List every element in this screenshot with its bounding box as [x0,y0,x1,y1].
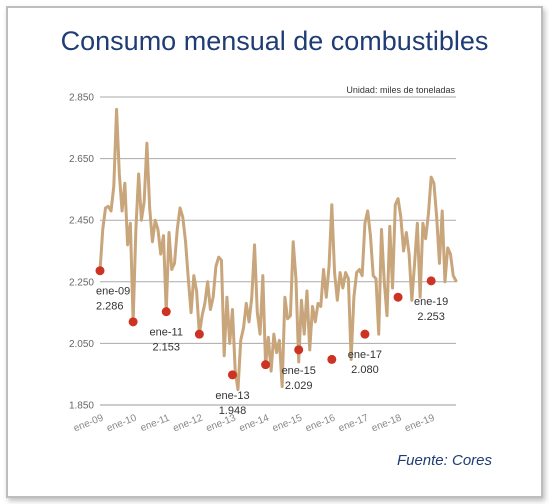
annotation-marker [294,345,304,355]
annotation-marker [426,276,436,286]
annotation-value: 2.080 [351,364,379,376]
source-label: Fuente: Cores [396,452,492,469]
grid-lines [100,96,456,406]
annotation-date: ene-19 [414,296,448,308]
x-tick-label: ene-19 [403,412,436,434]
x-tick-label: ene-10 [105,412,138,434]
y-tick-label: 2.050 [69,339,94,350]
chart-title: Consumo mensual de combustibles [60,26,489,56]
annotation-value: 2.029 [285,380,313,392]
annotation-marker [128,317,138,327]
annotation-marker [194,329,204,339]
x-tick-label: ene-09 [72,412,105,434]
annotation-marker [227,370,237,380]
y-tick-label: 2.250 [69,277,94,288]
annotation-date: ene-15 [282,365,316,377]
annotation-value: 1.948 [219,405,247,417]
chart-frame [6,6,543,498]
y-axis: 1.850 2.050 2.250 2.450 2.650 2.850 [69,93,94,412]
unit-label: Unidad: miles de toneladas [346,85,455,95]
x-tick-label: ene-18 [370,412,403,434]
series-line [98,107,458,392]
annotation-marker [261,360,271,370]
y-tick-label: 2.450 [69,216,94,227]
x-tick-label: ene-11 [139,412,172,434]
x-tick-label: ene-15 [271,412,304,434]
x-tick-label: ene-16 [304,412,337,434]
y-tick-label: 1.850 [69,401,94,412]
annotation-date: ene-17 [348,349,382,361]
x-axis: ene-09 ene-10 ene-11 ene-12 ene-13 ene-14 ene-… [72,412,437,434]
y-tick-label: 2.850 [69,93,94,104]
annotation-date: ene-09 [96,286,130,298]
annotation-labels: ene-09 2.286 ene-11 2.153 ene-13 1.948 ene-15 2… [96,286,448,417]
annotation-marker [95,266,105,276]
annotation-value: 2.253 [417,311,445,323]
x-tick-label: ene-12 [171,412,204,434]
annotation-value: 2.286 [96,301,124,313]
annotation-marker [161,307,171,317]
annotation-markers [95,266,436,380]
annotation-date: ene-11 [150,327,183,339]
annotation-value: 2.153 [152,342,180,354]
annotation-marker [327,354,337,364]
x-tick-label: ene-17 [337,412,370,434]
annotation-date: ene-13 [215,390,249,402]
y-tick-label: 2.650 [69,154,94,165]
annotation-marker [393,292,403,302]
annotation-marker [360,329,370,339]
